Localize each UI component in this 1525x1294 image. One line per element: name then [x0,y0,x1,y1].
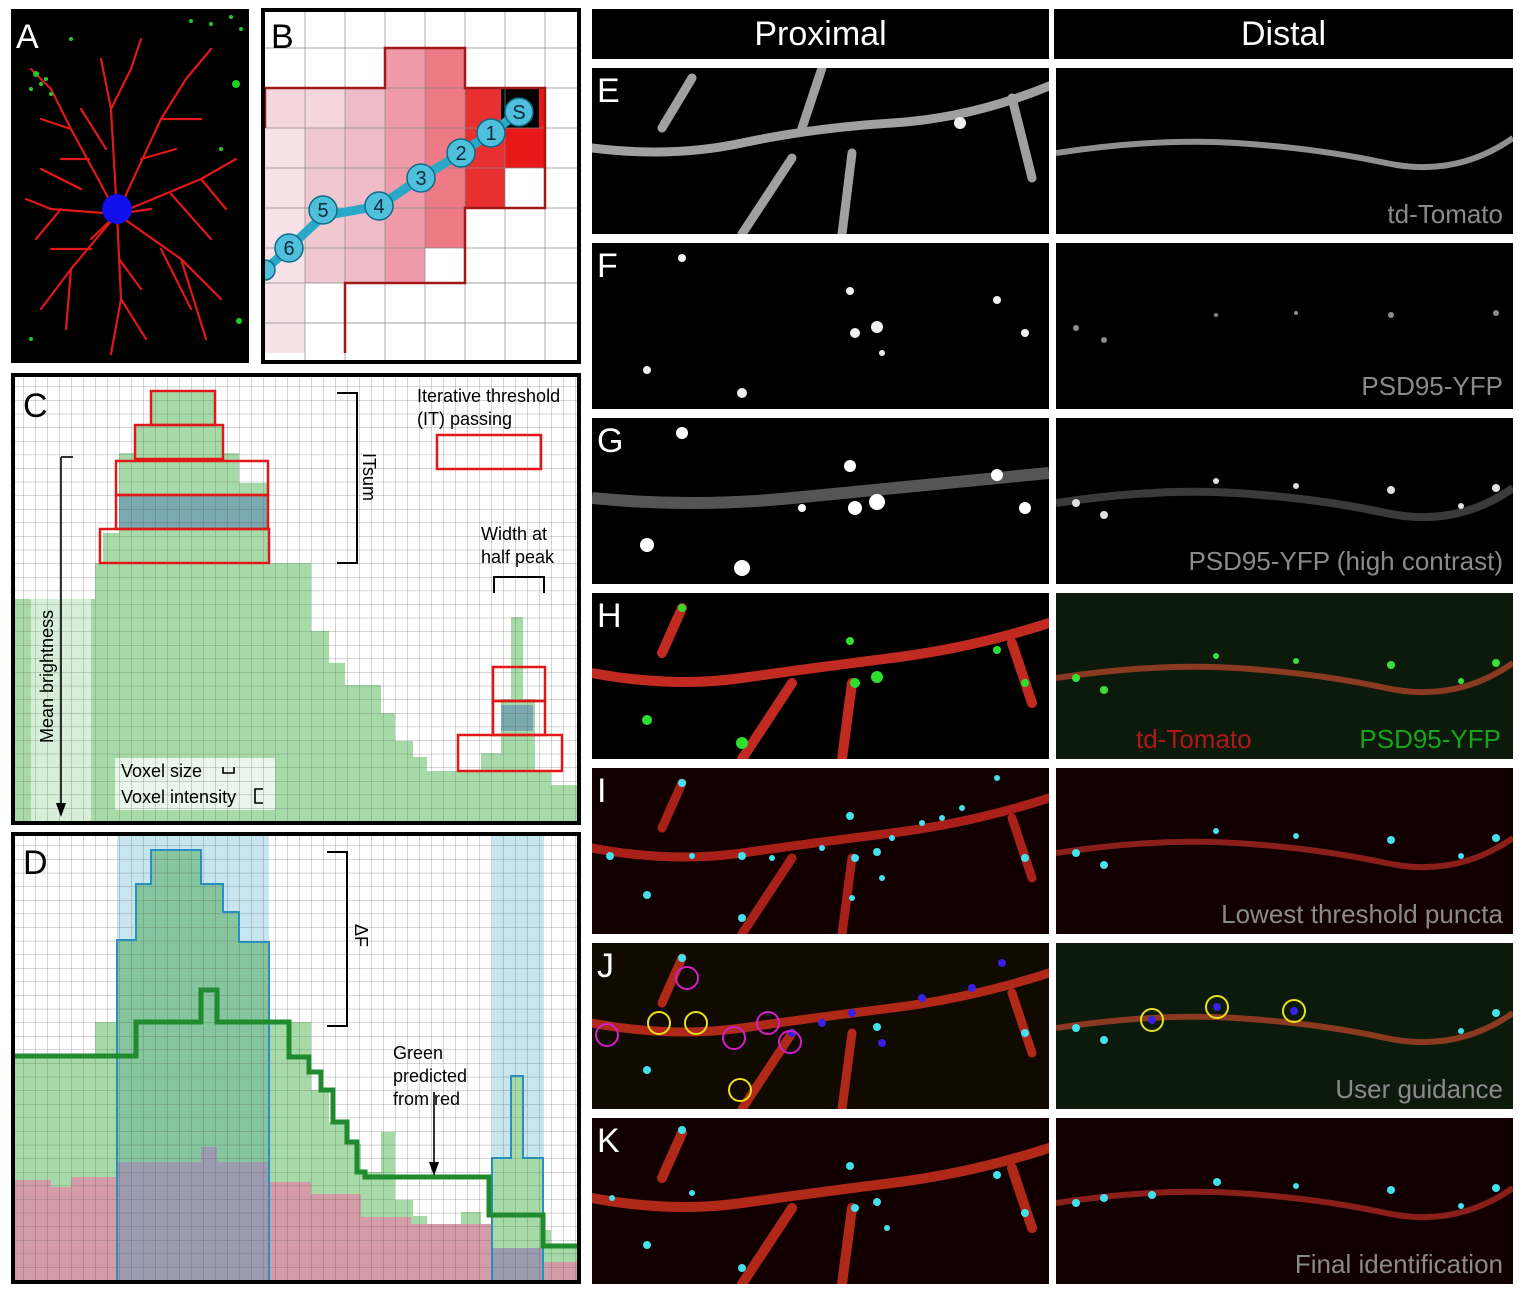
panel-label-a: A [16,18,39,56]
seed-label: S [512,102,525,124]
panel-label-c: C [23,387,48,425]
mean-brightness-label: Mean brightness [37,610,57,743]
legend-title-line1: Iterative threshold [417,386,560,406]
panel-a-neuron-image: A [11,9,249,363]
itsum-label: ITsum [359,453,379,501]
path-step-3: 3 [415,168,426,190]
panel-label-g: G [597,422,624,460]
green-pred-line3: from red [393,1089,460,1109]
panel-g-distal: PSD95-YFP (high contrast) [1056,418,1513,584]
region-outline [263,46,547,353]
width-label-line1: Width at [481,524,547,544]
panel-j-proximal: J [592,943,1049,1109]
soma [102,194,132,224]
panel-e-proximal: E [592,68,1049,234]
path-step-6: 6 [283,238,294,260]
panel-c-iterative-threshold: Iterative threshold (IT) passing ITsum W… [11,373,581,825]
panel-j-distal: User guidance [1056,943,1513,1109]
panel-i-proximal: I [592,768,1049,934]
panel-d-delta-f: ΔF Green predicted from red D [11,832,581,1284]
legend-title-line2: (IT) passing [417,409,512,429]
voxel-size-label: Voxel size [121,761,202,781]
delta-f-label: ΔF [351,924,371,947]
label-final-identification: Final identification [1294,1249,1503,1279]
green-pred-line2: predicted [393,1066,467,1086]
label-user-guidance: User guidance [1335,1074,1503,1104]
panel-b-path-grid: S 1 2 3 4 5 6 B [254,8,581,364]
panel-label-i: I [597,772,607,810]
panel-label-e: E [597,72,620,110]
label-lowest-threshold: Lowest threshold puncta [1221,899,1503,929]
neuron-drawing [24,15,243,356]
panel-d-svg: ΔF Green predicted from red [11,832,581,1284]
label-td-tomato: td-Tomato [1387,199,1503,229]
panel-i-distal: Lowest threshold puncta [1056,768,1513,934]
panel-k-distal: Final identification [1056,1118,1513,1284]
panel-h-distal: td-Tomato PSD95-YFP [1056,593,1513,759]
label-psd95-yfp: PSD95-YFP [1361,371,1503,401]
panel-k-proximal: K [592,1118,1049,1284]
path-step-4: 4 [373,196,384,218]
label-h-psd95-yfp: PSD95-YFP [1359,724,1501,754]
panel-label-h: H [597,597,622,635]
panel-c-svg: Iterative threshold (IT) passing ITsum W… [11,373,581,825]
width-label-line2: half peak [481,547,555,567]
panel-label-d: D [23,844,48,882]
label-h-td-tomato: td-Tomato [1136,724,1252,754]
panel-label-f: F [597,247,618,285]
green-pred-line1: Green [393,1043,443,1063]
panel-f-distal: PSD95-YFP [1056,243,1513,409]
column-header-proximal: Proximal [592,9,1049,59]
path-step-1: 1 [485,123,496,145]
path-step-2: 2 [455,143,466,165]
panel-e-distal: td-Tomato [1056,68,1513,234]
label-psd95-high-contrast: PSD95-YFP (high contrast) [1188,546,1503,576]
path-step-5: 5 [317,200,328,222]
column-header-distal: Distal [1054,9,1513,59]
voxel-intensity-label: Voxel intensity [121,787,236,807]
panel-label-k: K [597,1122,620,1160]
panel-label-b: B [271,18,294,56]
panel-h-proximal: H [592,593,1049,759]
panel-b-svg: S 1 2 3 4 5 6 [254,8,581,364]
panel-g-proximal: G [592,418,1049,584]
panel-label-j: J [597,947,614,985]
panel-f-proximal: F [592,243,1049,409]
